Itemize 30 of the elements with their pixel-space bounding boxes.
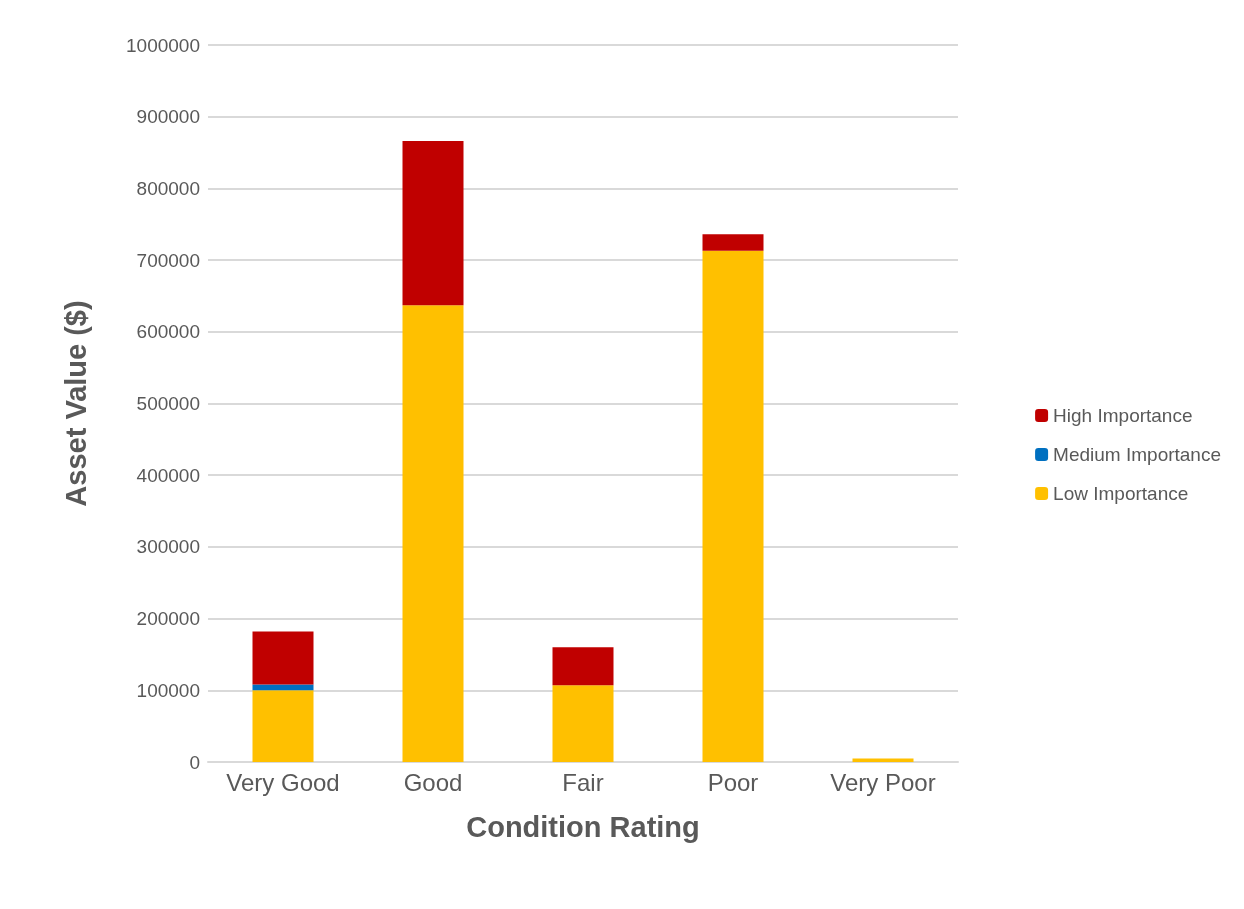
bar <box>252 631 314 685</box>
bar <box>402 141 464 306</box>
x-tick-label: Poor <box>707 768 759 796</box>
y-tick-label: 1000000 <box>126 34 200 56</box>
bar <box>852 758 914 762</box>
y-axis-title: Asset Value ($) <box>59 300 92 507</box>
bar <box>402 305 464 762</box>
y-tick-label: 400000 <box>136 464 200 486</box>
y-tick-label: 600000 <box>136 321 200 343</box>
bar <box>702 234 764 251</box>
bar <box>552 685 614 762</box>
y-tick-label: 300000 <box>136 536 200 558</box>
bar <box>252 690 314 762</box>
legend-label: High Importance <box>1053 405 1193 426</box>
y-tick-label: 0 <box>189 751 200 773</box>
bar <box>552 647 614 686</box>
x-tick-label: Very Poor <box>830 768 936 796</box>
x-axis-title: Condition Rating <box>466 810 700 843</box>
x-tick-label: Good <box>403 768 463 796</box>
y-tick-label: 900000 <box>136 106 200 128</box>
y-tick-label: 100000 <box>136 679 200 701</box>
y-tick-label: 800000 <box>136 177 200 199</box>
y-tick-label: 700000 <box>136 249 200 271</box>
x-tick-label: Very Good <box>226 768 340 796</box>
y-tick-label: 200000 <box>136 608 200 630</box>
y-tick-label: 500000 <box>136 393 200 414</box>
legend-label: Medium Importance <box>1053 444 1221 465</box>
legend-label: Low Importance <box>1053 483 1189 504</box>
bar <box>702 250 764 762</box>
x-tick-label: Fair <box>562 768 604 796</box>
